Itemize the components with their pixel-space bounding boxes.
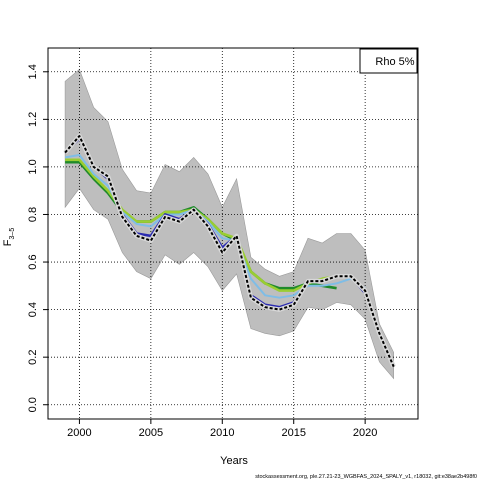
y-axis-title-subscript: 3–5 xyxy=(9,228,16,240)
y-tick-label-1: 0.2 xyxy=(27,350,39,365)
y-axis: 0.0 0.2 0.4 0.6 0.8 1.0 1.2 1.4 xyxy=(27,64,48,412)
x-tick-label-0: 2000 xyxy=(67,427,91,439)
y-tick-label-6: 1.2 xyxy=(27,112,39,127)
x-tick-label-4: 2020 xyxy=(353,427,377,439)
series-line-base-estimate-halo xyxy=(63,133,396,368)
y-tick-label-5: 1.0 xyxy=(27,159,39,174)
grid-layer xyxy=(48,48,418,419)
y-axis-title-main: F xyxy=(2,239,14,246)
y-tick-label-0: 0.0 xyxy=(27,397,39,412)
legend: Rho 5% xyxy=(359,48,418,74)
confidence-band-layer xyxy=(64,68,395,380)
x-tick-label-2: 2010 xyxy=(210,427,234,439)
y-tick-label-2: 0.4 xyxy=(27,302,39,317)
y-axis-title: F3–5 xyxy=(2,228,16,247)
y-tick-label-4: 0.8 xyxy=(27,207,39,222)
legend-label: Rho 5% xyxy=(375,56,414,68)
x-axis-title: Years xyxy=(220,455,248,467)
series-layer xyxy=(63,133,396,368)
footer-credit: stockassessment.org, ple.27.21-23_WGBFAS… xyxy=(255,474,477,480)
y-tick-label-3: 0.6 xyxy=(27,254,39,269)
x-tick-label-3: 2015 xyxy=(281,427,305,439)
y-tick-label-7: 1.4 xyxy=(27,64,39,79)
x-tick-label-1: 2005 xyxy=(139,427,163,439)
confidence-band xyxy=(64,68,395,380)
legend-box xyxy=(359,48,418,74)
plot-frame xyxy=(47,47,419,420)
x-axis: 2000 2005 2010 2015 2020 xyxy=(67,419,377,439)
